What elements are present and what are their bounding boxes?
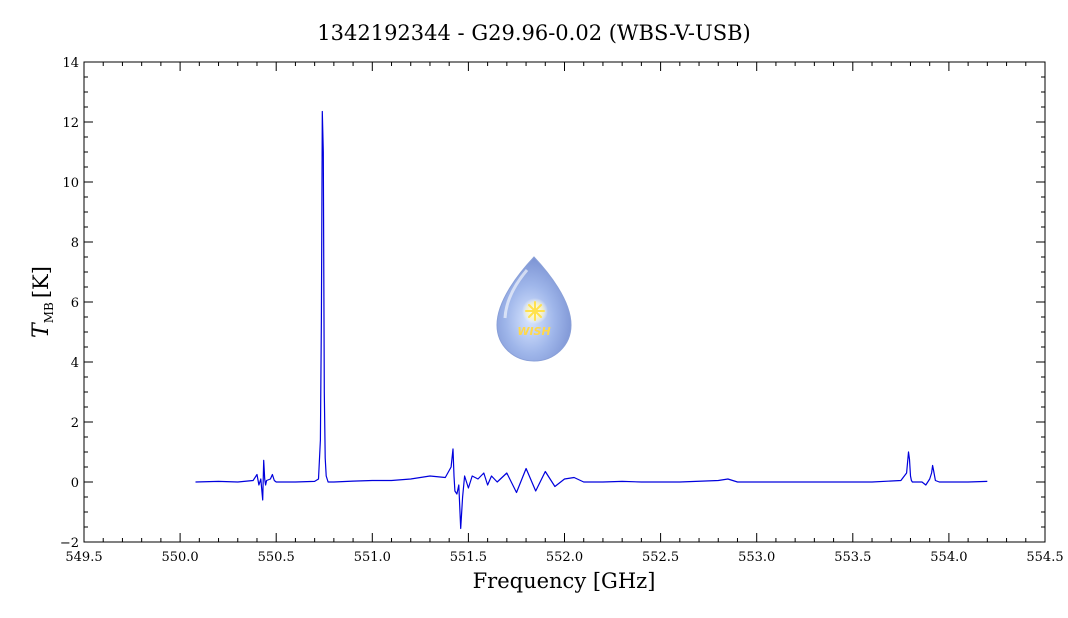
x-tick-label: 554.0 bbox=[930, 550, 967, 565]
x-tick-label: 550.0 bbox=[161, 550, 198, 565]
x-tick-label: 552.5 bbox=[642, 550, 679, 565]
x-tick-labels: 549.5 550.0 550.5 551.0 551.5 552.0 552.5 553.0… bbox=[65, 550, 1063, 565]
x-tick-label: 553.5 bbox=[834, 550, 871, 565]
chart-title: 1342192344 - G29.96-0.02 (WBS-V-USB) bbox=[317, 21, 750, 45]
y-tick-label: 0 bbox=[71, 476, 79, 491]
y-tick-label: 8 bbox=[71, 236, 79, 251]
x-tick-label: 551.5 bbox=[450, 550, 487, 565]
y-axis-label-main: T bbox=[29, 321, 54, 338]
y-axis-label: TMB [K] bbox=[29, 266, 56, 338]
x-tick-label: 551.0 bbox=[354, 550, 391, 565]
svg-text:TMB[K]: TMB [K] bbox=[29, 266, 56, 338]
x-tick-label: 552.0 bbox=[546, 550, 583, 565]
y-tick-label: 4 bbox=[71, 356, 79, 371]
y-tick-labels: −2 0 2 4 6 8 10 12 14 bbox=[60, 56, 79, 551]
x-tick-label: 550.5 bbox=[258, 550, 295, 565]
y-tick-label: −2 bbox=[60, 536, 79, 551]
y-tick-label: 10 bbox=[62, 176, 79, 191]
y-tick-label: 6 bbox=[71, 296, 79, 311]
spectrum-series-line bbox=[195, 110, 988, 530]
x-tick-label: 554.5 bbox=[1026, 550, 1063, 565]
wish-logo: WISH bbox=[496, 256, 572, 362]
y-axis-label-unit: [K] bbox=[29, 266, 53, 298]
y-tick-label: 14 bbox=[62, 56, 79, 71]
y-axis-label-sub: MB bbox=[42, 302, 56, 323]
y-tick-label: 2 bbox=[71, 416, 79, 431]
x-tick-label: 553.0 bbox=[738, 550, 775, 565]
plot-frame bbox=[83, 61, 1046, 543]
wish-logo-text: WISH bbox=[517, 325, 550, 338]
star-icon bbox=[525, 301, 545, 321]
y-tick-label: 12 bbox=[62, 116, 79, 131]
x-tick-label: 549.5 bbox=[65, 550, 102, 565]
x-axis-label: Frequency [GHz] bbox=[473, 569, 656, 593]
